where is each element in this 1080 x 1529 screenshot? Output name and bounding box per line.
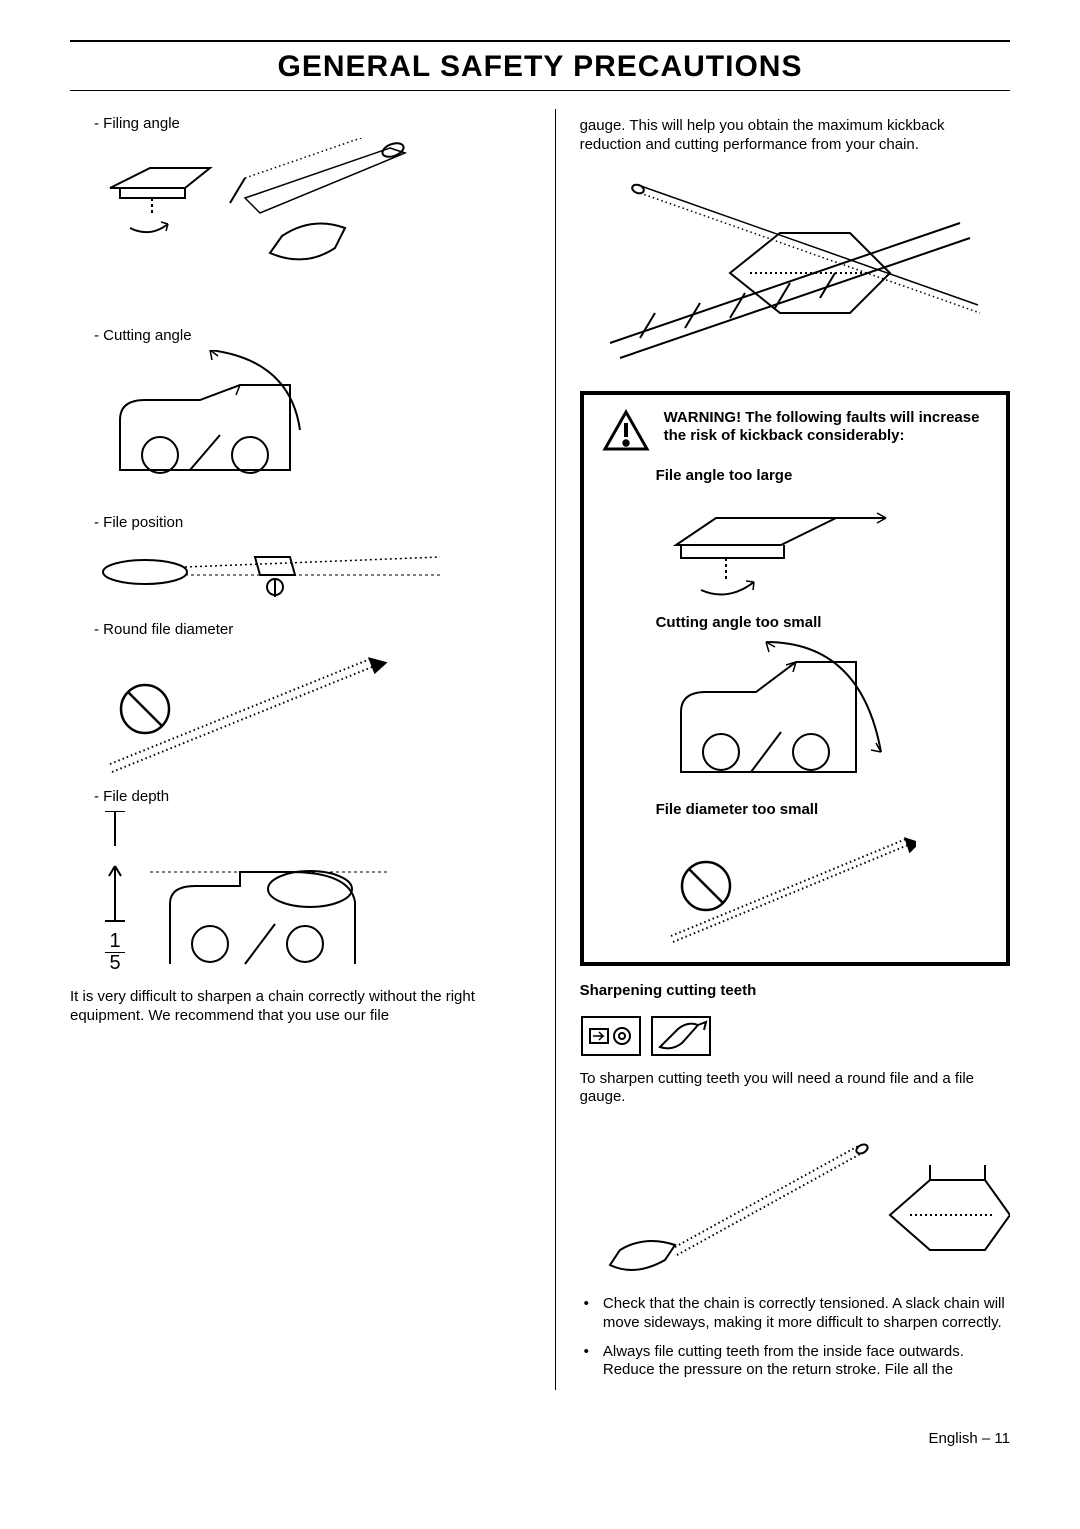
warning-title: WARNING! The following faults will incre… bbox=[664, 409, 988, 447]
sharpening-heading: Sharpening cutting teeth bbox=[580, 982, 1010, 999]
diagram-filing-angle bbox=[90, 138, 525, 313]
page-title: GENERAL SAFETY PRECAUTIONS bbox=[70, 50, 1010, 84]
label-round-file-diameter: - Round file diameter bbox=[94, 621, 525, 638]
diagram-fault-diameter-small bbox=[656, 824, 988, 944]
right-intro-text: gauge. This will help you obtain the max… bbox=[580, 117, 1010, 155]
warning-icon bbox=[602, 409, 650, 453]
page-footer: English – 11 bbox=[70, 1430, 1010, 1447]
bullet-2: Always file cutting teeth from the insid… bbox=[603, 1343, 1010, 1381]
sharpening-bullets: Check that the chain is correctly tensio… bbox=[580, 1295, 1010, 1380]
bullet-1: Check that the chain is correctly tensio… bbox=[603, 1295, 1010, 1333]
diagram-file-and-gauge bbox=[580, 1115, 1010, 1285]
diagram-file-position bbox=[90, 537, 525, 607]
label-cutting-angle: - Cutting angle bbox=[94, 327, 525, 344]
left-column: - Filing angle bbox=[70, 109, 525, 1390]
diagram-file-gauge bbox=[580, 163, 1010, 373]
label-file-depth: - File depth bbox=[94, 788, 525, 805]
diagram-fault-cutting-small bbox=[656, 637, 988, 787]
diagram-tool-icons bbox=[580, 1007, 1010, 1062]
diagram-round-file-diameter bbox=[90, 644, 525, 774]
diagram-file-depth: 1 5 bbox=[90, 811, 525, 974]
fault-file-angle-large: File angle too large bbox=[656, 467, 988, 484]
label-filing-angle: - Filing angle bbox=[94, 115, 525, 132]
diagram-cutting-angle bbox=[90, 350, 525, 500]
left-closing-text: It is very difficult to sharpen a chain … bbox=[70, 988, 525, 1026]
warning-box: WARNING! The following faults will incre… bbox=[580, 391, 1010, 966]
label-file-position: - File position bbox=[94, 514, 525, 531]
sharpening-text: To sharpen cutting teeth you will need a… bbox=[580, 1070, 1010, 1108]
right-column: gauge. This will help you obtain the max… bbox=[555, 109, 1010, 1390]
file-depth-fraction: 1 5 bbox=[105, 931, 124, 974]
content-columns: - Filing angle bbox=[70, 109, 1010, 1390]
diagram-fault-angle-large bbox=[656, 490, 988, 600]
fault-cutting-angle-small: Cutting angle too small bbox=[656, 614, 988, 631]
fault-file-diameter-small: File diameter too small bbox=[656, 801, 988, 818]
